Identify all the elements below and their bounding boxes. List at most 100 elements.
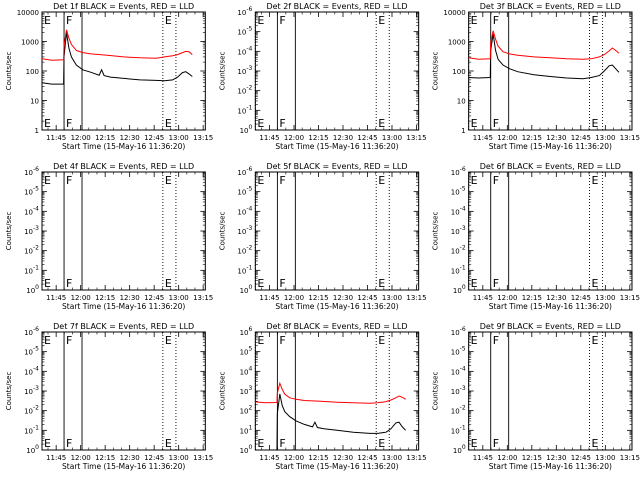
- x-tick-label: 13:15: [620, 134, 640, 142]
- marker-label: E: [257, 14, 264, 27]
- marker-label: E: [165, 334, 172, 347]
- x-tick-label: 11:45: [46, 294, 66, 302]
- y-tick-label: 104: [240, 365, 253, 376]
- y-tick-label: 10-6: [237, 166, 252, 177]
- x-tick-label: 13:15: [193, 454, 213, 462]
- x-tick-label: 13:15: [406, 134, 426, 142]
- marker-label: E: [378, 14, 385, 27]
- x-tick-label: 13:15: [193, 134, 213, 142]
- y-tick-label: 10-1: [451, 424, 466, 435]
- x-tick-label: 12:30: [546, 294, 566, 302]
- plot-frame: [468, 171, 633, 291]
- marker-label: F: [279, 277, 285, 290]
- marker-label: F: [279, 174, 285, 187]
- panel-title: Det 3f BLACK = Events, RED = LLD: [480, 2, 621, 11]
- x-tick-label: 13:00: [169, 294, 189, 302]
- marker-label: F: [493, 277, 499, 290]
- x-tick-label: 12:00: [71, 134, 91, 142]
- marker-label: E: [592, 334, 599, 347]
- x-tick-label: 13:15: [620, 454, 640, 462]
- plot-frame: [254, 331, 420, 451]
- y-tick-label: 10-6: [451, 166, 466, 177]
- marker-label: E: [592, 117, 599, 130]
- marker-label: E: [165, 437, 172, 450]
- y-tick-label: 10000: [17, 9, 39, 17]
- y-tick-label: 10-3: [237, 65, 252, 76]
- plot-frame: [468, 331, 633, 451]
- series-line: [41, 29, 193, 61]
- x-tick-label: 13:15: [406, 294, 426, 302]
- x-tick-label: 12:45: [144, 294, 164, 302]
- y-axis-label: Counts/sec: [432, 212, 440, 251]
- marker-label: E: [378, 117, 385, 130]
- series-line: [468, 33, 620, 80]
- marker-label: E: [44, 14, 51, 27]
- y-tick-label: 10-4: [451, 365, 466, 376]
- x-tick-label: 13:00: [169, 454, 189, 462]
- marker-label: E: [378, 334, 385, 347]
- y-tick-label: 10-4: [24, 205, 39, 216]
- marker-label: F: [493, 14, 499, 27]
- marker-label: E: [471, 334, 478, 347]
- y-tick-label: 100: [26, 68, 39, 76]
- x-tick-label: 11:45: [473, 294, 493, 302]
- y-tick-label: 1000: [448, 39, 466, 47]
- marker-label: E: [257, 437, 264, 450]
- x-axis-label: Start Time (15-May-16 11:36:20): [275, 462, 398, 471]
- marker-label: E: [378, 437, 385, 450]
- x-tick-label: 12:00: [284, 134, 304, 142]
- y-tick-label: 10-5: [451, 186, 466, 197]
- y-tick-label: 102: [240, 405, 253, 416]
- x-tick-label: 12:00: [284, 294, 304, 302]
- x-tick-label: 12:00: [71, 454, 91, 462]
- y-tick-label: 10-1: [237, 264, 252, 275]
- marker-label: E: [257, 174, 264, 187]
- y-tick-label: 10: [457, 98, 466, 106]
- marker-label: F: [66, 277, 72, 290]
- plot-frame: [254, 171, 420, 291]
- x-axis-label: Start Time (15-May-16 11:36:20): [62, 462, 185, 471]
- y-tick-label: 10-1: [24, 424, 39, 435]
- y-tick-label: 10-6: [24, 166, 39, 177]
- marker-label: F: [493, 174, 499, 187]
- y-tick-label: 1: [35, 127, 39, 135]
- x-tick-label: 11:45: [259, 454, 279, 462]
- panel-title: Det 1f BLACK = Events, RED = LLD: [53, 2, 194, 11]
- marker-label: F: [66, 14, 72, 27]
- panel-title: Det 7f BLACK = Events, RED = LLD: [53, 322, 194, 331]
- marker-label: E: [378, 277, 385, 290]
- x-tick-label: 12:30: [333, 294, 353, 302]
- x-tick-label: 12:15: [522, 454, 542, 462]
- y-tick-label: 10-4: [451, 205, 466, 216]
- x-tick-label: 11:45: [46, 134, 66, 142]
- x-tick-label: 12:15: [95, 294, 115, 302]
- x-tick-label: 12:45: [571, 294, 591, 302]
- marker-label: E: [257, 334, 264, 347]
- detector-panel: Det 6f BLACK = Events, RED = LLD 100 10-1 1…: [432, 162, 640, 311]
- y-tick-label: 10-2: [451, 405, 466, 416]
- x-tick-label: 12:45: [571, 134, 591, 142]
- y-tick-label: 10-5: [237, 26, 252, 37]
- x-tick-label: 12:15: [522, 134, 542, 142]
- x-axis-label: Start Time (15-May-16 11:36:20): [489, 142, 612, 151]
- y-tick-label: 10-4: [237, 205, 252, 216]
- y-tick-label: 10-5: [451, 346, 466, 357]
- marker-label: E: [471, 174, 478, 187]
- y-tick-label: 100: [453, 284, 466, 295]
- y-tick-label: 10-1: [24, 264, 39, 275]
- marker-label: F: [279, 437, 285, 450]
- x-tick-label: 12:45: [357, 294, 377, 302]
- y-axis-label: Counts/sec: [5, 212, 13, 251]
- plot-frame: [468, 11, 633, 131]
- x-tick-label: 12:15: [308, 294, 328, 302]
- y-tick-label: 10-6: [24, 326, 39, 337]
- detector-panel: Det 8f BLACK = Events, RED = LLD 100 101 10…: [218, 322, 426, 471]
- marker-label: F: [279, 117, 285, 130]
- y-axis-label: Counts/sec: [5, 52, 13, 91]
- plot-frame: [41, 331, 206, 451]
- series-line: [255, 393, 406, 451]
- x-tick-label: 13:00: [169, 134, 189, 142]
- y-tick-label: 10-2: [24, 245, 39, 256]
- y-tick-label: 103: [240, 385, 253, 396]
